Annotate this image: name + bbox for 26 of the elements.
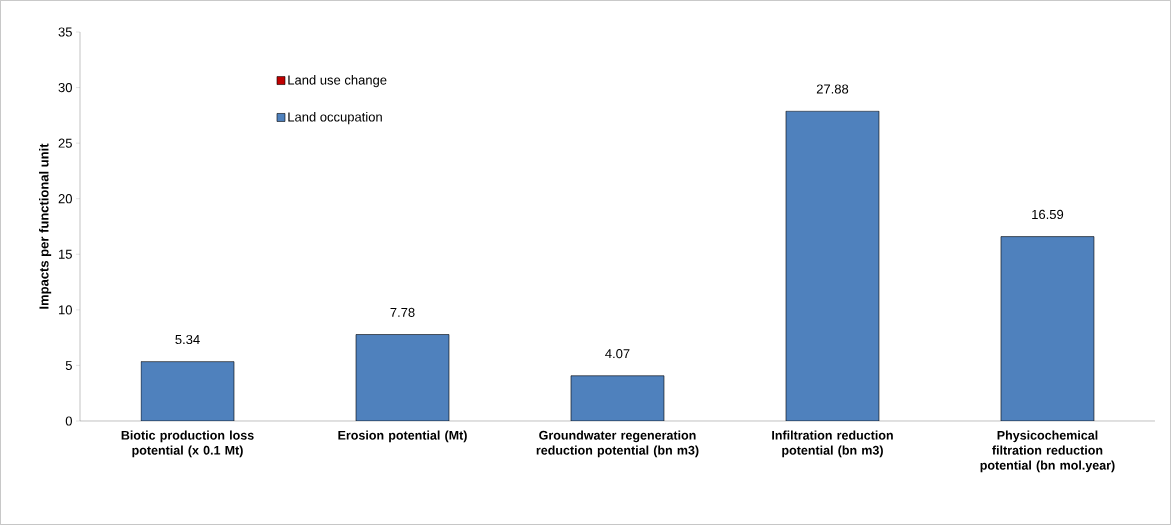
bar: [355, 334, 450, 421]
x-tick-label: Biotic production loss potential (x 0.1 Mt): [121, 430, 254, 458]
x-tick-label: Infiltration reduction potential (bn m3): [772, 430, 893, 458]
total-label: 5.34: [175, 334, 200, 345]
bar: [570, 375, 665, 421]
y-tick-label: 0: [65, 416, 72, 426]
y-tick-label: 5: [65, 360, 72, 370]
y-tick-label: 30: [58, 82, 72, 93]
total-label: 7.78: [390, 307, 415, 317]
total-label: 4.07: [605, 349, 630, 359]
y-tick-label: 20: [58, 194, 72, 204]
x-tick-label: Erosion potential (Mt): [338, 430, 467, 443]
x-tick-label: Physicochemical filtration reduction potential (bn mol.year): [980, 430, 1115, 473]
legend-label: Land occupation: [288, 112, 382, 125]
x-tick-label: Groundwater regeneration reduction potential (bn m3): [536, 430, 699, 458]
y-tick-label: 15: [59, 249, 72, 259]
y-tick-label: 25: [58, 138, 72, 148]
y-tick-label: 10: [59, 305, 72, 315]
legend-label: Land use change: [288, 75, 387, 88]
bar: [785, 110, 880, 421]
y-axis-title: Impacts per functional unit: [39, 143, 52, 309]
bar: [1000, 236, 1095, 421]
total-label: 16.59: [1032, 209, 1064, 220]
total-label: 27.88: [816, 84, 849, 94]
y-tick-label: 35: [58, 27, 72, 37]
bar: [140, 361, 235, 421]
